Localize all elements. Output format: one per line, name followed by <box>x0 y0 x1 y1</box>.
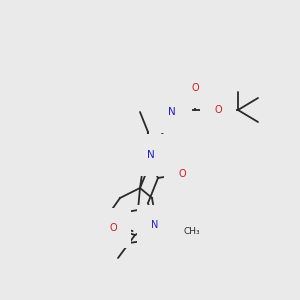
Text: O: O <box>214 105 222 115</box>
Text: N: N <box>147 150 155 160</box>
Text: O: O <box>191 83 199 93</box>
Text: H: H <box>134 150 141 160</box>
Text: N: N <box>151 220 159 230</box>
Text: CH₃: CH₃ <box>183 227 200 236</box>
Text: O: O <box>178 169 186 179</box>
Text: N: N <box>168 107 176 117</box>
Text: O: O <box>109 223 117 233</box>
Text: H: H <box>168 97 176 107</box>
